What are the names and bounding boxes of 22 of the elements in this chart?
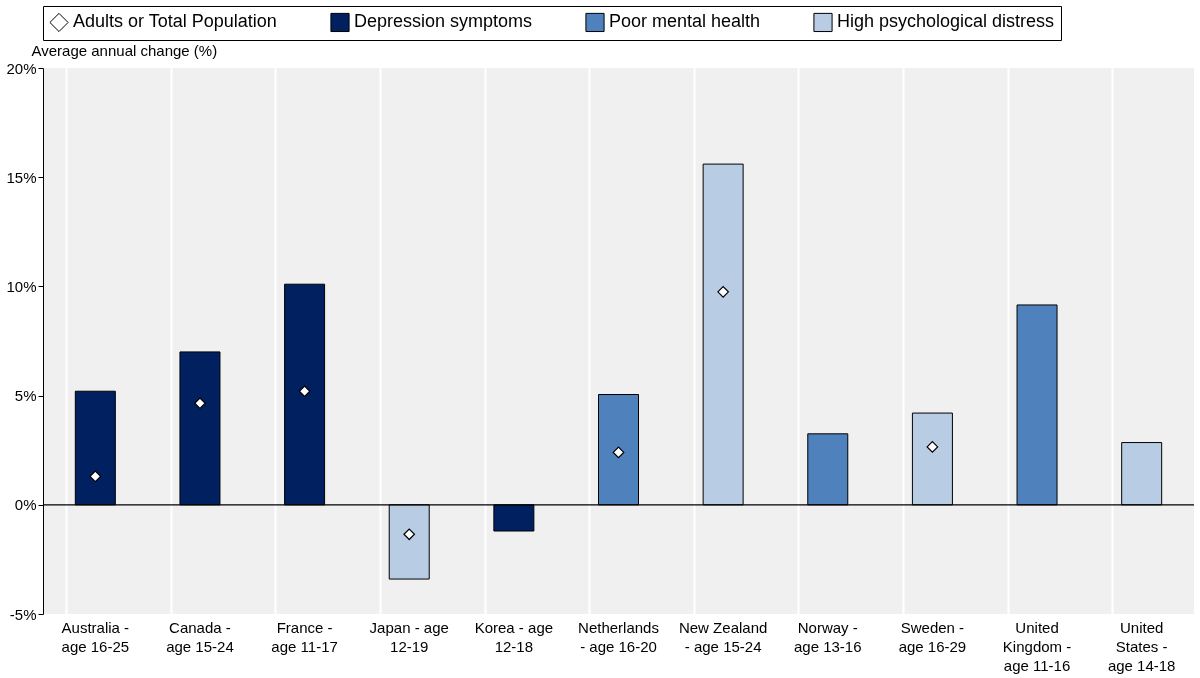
y-tick-label: 15% — [6, 168, 37, 186]
y-axis-title: Average annual change (%) — [31, 41, 218, 59]
x-tick-label: Netherlands - age 16-20 — [578, 618, 659, 655]
legend-label: Depression symptoms — [354, 11, 533, 32]
x-tick-label: France - age 11-17 — [271, 618, 338, 655]
legend-label: Adults or Total Population — [73, 11, 277, 32]
x-tick-label: Korea - age 12-18 — [474, 618, 554, 655]
x-tick-label: United Kingdom - age 11-16 — [1002, 618, 1072, 674]
x-tick-label: New Zealand - age 15-24 — [678, 618, 768, 655]
y-tick-label: 5% — [14, 387, 37, 405]
y-tick-label: -5% — [9, 605, 37, 623]
x-tick-label: Norway - age 13-16 — [793, 618, 862, 655]
y-tick-label: 10% — [6, 277, 37, 295]
y-tick-label: 0% — [14, 496, 37, 514]
x-tick-label: Sweden - age 16-29 — [898, 618, 967, 655]
x-tick-label: Australia - age 16-25 — [61, 618, 130, 655]
x-tick-label: United States - age 14-18 — [1107, 618, 1176, 674]
x-tick-label: Japan - age 12-19 — [369, 618, 449, 655]
legend-label: High psychological distress — [837, 11, 1055, 32]
x-tick-label: Canada - age 15-24 — [166, 618, 234, 655]
y-tick-label: 20% — [6, 59, 37, 77]
legend-label: Poor mental health — [609, 11, 761, 32]
